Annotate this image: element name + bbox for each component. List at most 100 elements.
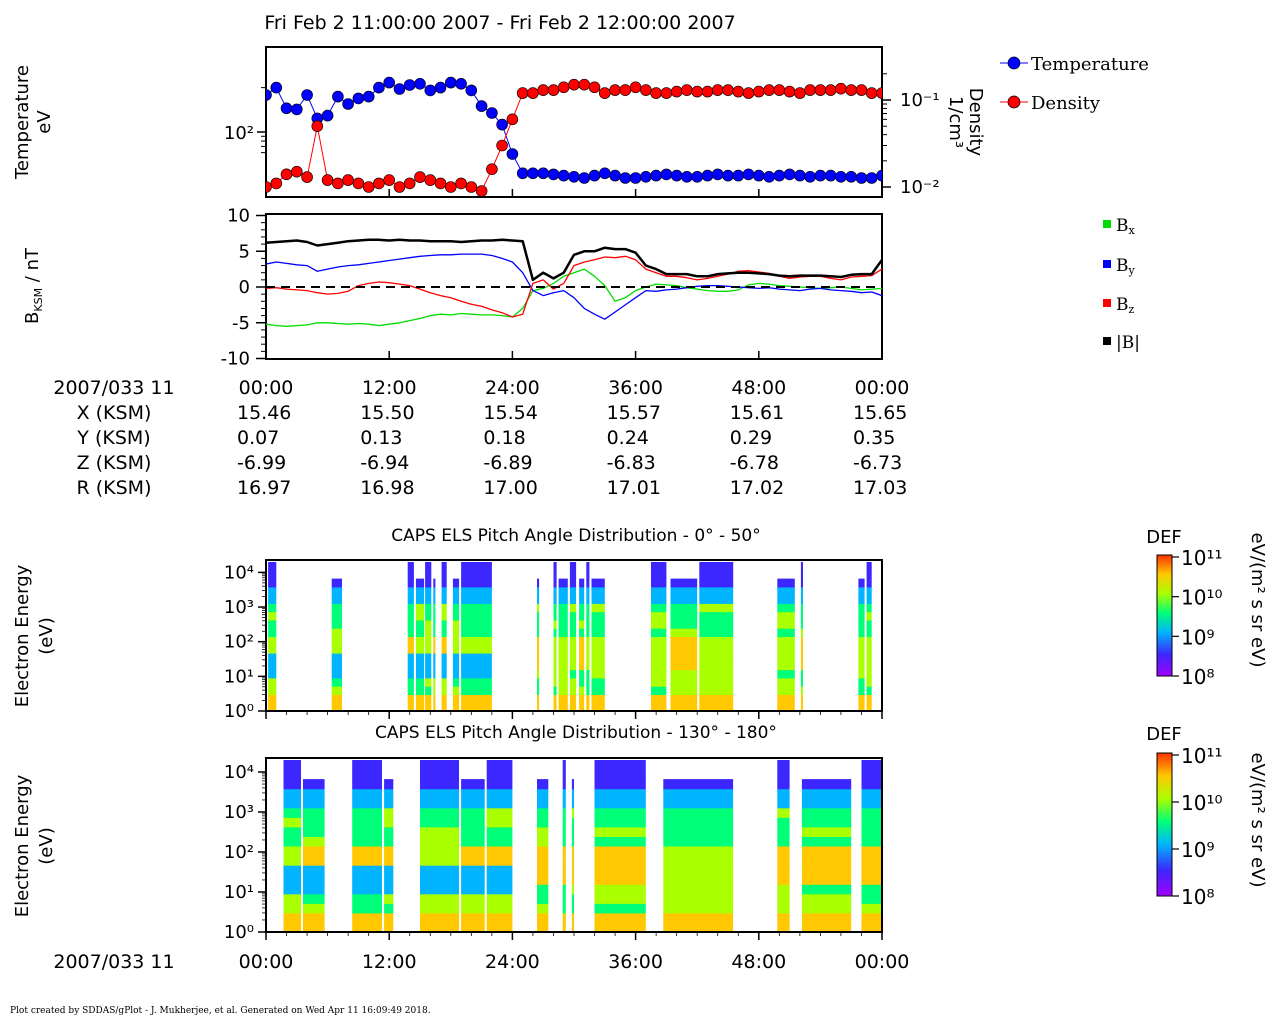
spectrogram-cell (537, 644, 540, 654)
temperature-point (732, 169, 745, 182)
spectrogram-cell (801, 779, 852, 790)
spectrogram-cell (777, 603, 795, 613)
spectrogram-cell (433, 586, 436, 596)
density-point (691, 85, 704, 98)
spectrogram-cell (591, 595, 605, 604)
spectrogram-cell (558, 661, 568, 671)
spectrogram-cell (537, 686, 540, 695)
spectrogram-cell (579, 644, 585, 654)
ephemeris-value: -6.73 (853, 452, 902, 474)
density-point (506, 113, 519, 126)
spectrogram-cell (352, 769, 382, 780)
colorbar-tick-label: 10¹¹ (1181, 546, 1222, 570)
spectrogram-cell (268, 644, 277, 654)
spectrogram-cell (569, 578, 577, 588)
time-tick-label: 36:00 (608, 377, 663, 399)
spectrogram-cell (461, 884, 485, 895)
spectrogram-cell (586, 611, 590, 621)
density-point (373, 177, 385, 190)
spectrogram-cell (352, 884, 382, 895)
density-point (732, 85, 745, 98)
spectrogram-cell (670, 686, 698, 695)
density-point (342, 174, 354, 186)
spectrogram-cell (569, 677, 577, 687)
spectrogram-cell (553, 669, 557, 679)
colorbar-tick-label: 10¹¹ (1181, 744, 1222, 768)
legend-temperature-marker (1007, 56, 1021, 70)
spectrogram-cell (558, 619, 568, 629)
spectrogram-cell (801, 817, 852, 828)
spectrogram-cell (699, 653, 734, 662)
spectrogram-cell (586, 669, 590, 679)
density-point (742, 87, 755, 99)
spectrogram-cell (591, 702, 605, 712)
colorbar-tick-label: 10⁹ (1181, 838, 1214, 862)
spectrogram-cell (586, 586, 590, 596)
spectrogram-cell (866, 702, 872, 712)
spectrogram-cell (861, 779, 882, 790)
density-point (414, 171, 426, 183)
spectrogram-cell (670, 619, 698, 629)
spectrogram-cell (562, 855, 566, 866)
spectrogram-cell (558, 603, 568, 613)
temperature-point (475, 100, 488, 112)
spectrogram-cell (586, 653, 590, 662)
density-point (352, 177, 365, 190)
spectrogram-cell (562, 846, 566, 857)
spectrogram-cell (486, 884, 513, 895)
spectrogram-cell (579, 603, 585, 613)
spectrogram-cell (303, 846, 325, 857)
spectrogram-cell (579, 619, 585, 629)
spectrogram-cell (861, 817, 882, 828)
pad1-title: CAPS ELS Pitch Angle Distribution - 0° -… (391, 526, 760, 546)
spectrogram-cell (586, 562, 590, 571)
temperature-point (516, 167, 529, 180)
spectrogram-cell (486, 922, 513, 933)
spectrogram-cell (558, 644, 568, 654)
temperature-point (506, 148, 519, 160)
spectrogram-cell (777, 694, 795, 704)
spectrogram-cell (486, 846, 513, 857)
spectrogram-cell (651, 694, 667, 704)
spectrogram-cell (420, 912, 459, 923)
spectrogram-cell (800, 702, 803, 712)
spectrogram-cell (425, 603, 432, 613)
spectrogram-cell (571, 779, 574, 790)
spectrogram-cell (268, 562, 277, 571)
spectrogram-cell (866, 611, 872, 621)
spectrogram-cell (452, 677, 460, 687)
spectrogram-cell (537, 836, 549, 847)
temperature-point (496, 118, 508, 131)
spectrogram-cell (407, 595, 414, 604)
density-point (290, 165, 303, 178)
spectrogram-cell (569, 636, 577, 646)
spectrogram-cell (651, 686, 667, 695)
spectrogram-cell (283, 912, 301, 923)
ephemeris-row-label: R (KSM) (77, 477, 152, 499)
spectrogram-cell (283, 865, 301, 876)
spectrogram-cell (777, 865, 790, 876)
spectrogram-cell (268, 677, 277, 687)
colorbar-tick-label: 10⁹ (1181, 625, 1214, 649)
spectrogram-cell (441, 702, 447, 712)
spectrogram-cell (591, 603, 605, 613)
spectrogram-cell (433, 636, 436, 646)
density-point (773, 84, 786, 96)
temperature-point (763, 171, 775, 183)
spectrogram-cell (777, 636, 795, 646)
spectrogram-cell (579, 628, 585, 637)
spectrogram-cell (441, 611, 447, 621)
pad2-ticks: 10⁴ 10³ 10² 10¹ 10⁰ (224, 762, 883, 943)
ephemeris-value: 16.97 (237, 477, 291, 499)
ephemeris-value: 15.46 (237, 402, 291, 424)
spectrogram-cell (268, 702, 277, 712)
spectrogram-cell (586, 686, 590, 695)
spectrogram-cell (415, 595, 425, 604)
spectrogram-cell (801, 788, 852, 799)
spectrogram-cell (331, 611, 342, 621)
spectrogram-cell (562, 798, 566, 809)
spectrogram-cell (461, 586, 492, 596)
spectrogram-cell (461, 636, 492, 646)
spectrogram-cell (579, 611, 585, 621)
spectrogram-cell (537, 779, 549, 790)
